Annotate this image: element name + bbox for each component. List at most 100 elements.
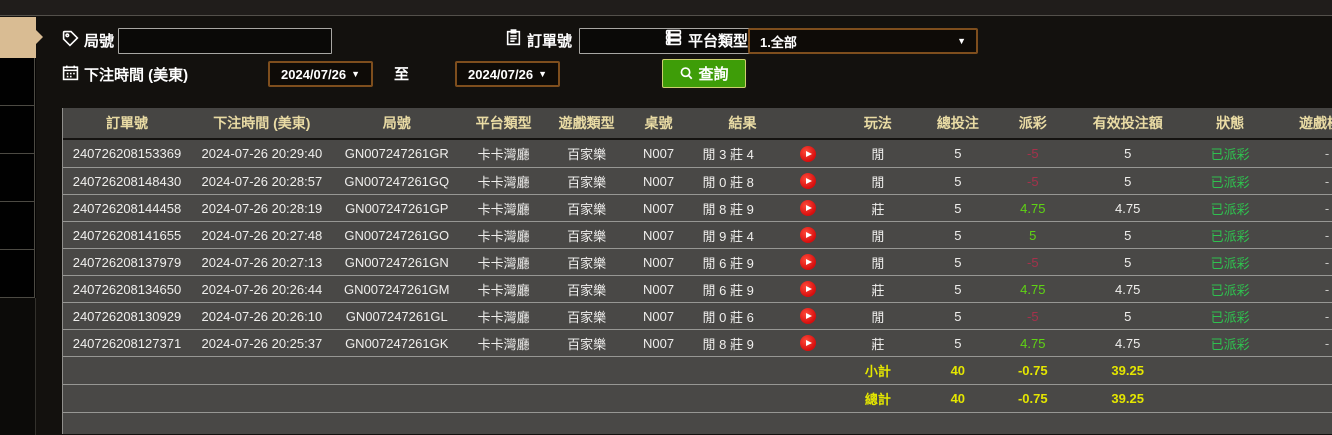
table-row: 240726208137979 2024-07-26 20:27:13 GN00… bbox=[63, 248, 1332, 275]
cell-total-bet: 5 bbox=[954, 227, 962, 243]
cell-valid-bet: 5 bbox=[1124, 173, 1132, 189]
cell-time: 2024-07-26 20:25:37 bbox=[201, 335, 323, 351]
play-icon[interactable] bbox=[800, 227, 817, 243]
date-from-select[interactable]: 2024/07/26 ▼ bbox=[268, 61, 373, 87]
cell-game-mode: - bbox=[1324, 254, 1330, 270]
col-header-total-bet: 總投注 bbox=[936, 115, 979, 131]
subtotal-valid-bet: 39.25 bbox=[1111, 363, 1144, 378]
cell-round: GN007247261GQ bbox=[344, 173, 450, 189]
cell-payout: -5 bbox=[1027, 146, 1039, 161]
cell-platform: 卡卡灣廳 bbox=[477, 174, 530, 190]
cell-order: 240726208141655 bbox=[72, 227, 182, 243]
cell-time: 2024-07-26 20:29:40 bbox=[201, 146, 323, 161]
cell-time: 2024-07-26 20:28:19 bbox=[201, 200, 323, 216]
cell-round: GN007247261GL bbox=[345, 308, 448, 324]
cell-valid-bet: 4.75 bbox=[1115, 200, 1141, 216]
cell-platform: 卡卡灣廳 bbox=[477, 336, 530, 352]
status-badge: 已派彩 bbox=[1210, 282, 1250, 298]
cell-play: 莊 bbox=[871, 201, 885, 217]
cell-play: 閒 bbox=[871, 147, 885, 162]
cell-valid-bet: 5 bbox=[1124, 308, 1132, 324]
sidebar-filler bbox=[0, 298, 36, 435]
result-text: 閒 8 莊 9 bbox=[702, 201, 754, 217]
play-icon[interactable] bbox=[800, 145, 817, 162]
cell-result: 閒 6 莊 9 bbox=[691, 253, 831, 272]
cell-platform: 卡卡灣廳 bbox=[477, 282, 530, 298]
col-header-result: 結果 bbox=[728, 115, 757, 131]
order-label: 訂單號 bbox=[527, 33, 573, 50]
bet-records-table: 訂單號 下注時間 (美東) 局號 平台類型 遊戲類型 桌號 結果 玩法 總投注 … bbox=[62, 108, 1332, 434]
table-row: 240726208141655 2024-07-26 20:27:48 GN00… bbox=[63, 221, 1332, 248]
round-input[interactable] bbox=[118, 28, 332, 54]
cell-play: 莊 bbox=[871, 282, 885, 298]
cell-round: GN007247261GR bbox=[344, 146, 449, 161]
cell-order: 240726208127371 bbox=[72, 335, 182, 351]
table-row: 240726208127371 2024-07-26 20:25:37 GN00… bbox=[63, 329, 1332, 356]
play-icon[interactable] bbox=[800, 173, 817, 189]
sidebar-active-tab[interactable] bbox=[0, 17, 43, 58]
cell-order: 240726208144458 bbox=[72, 200, 182, 216]
cell-valid-bet: 5 bbox=[1124, 227, 1132, 243]
cell-game: 百家樂 bbox=[567, 282, 607, 298]
result-text: 閒 9 莊 4 bbox=[702, 228, 754, 244]
result-text: 閒 6 莊 9 bbox=[702, 255, 754, 271]
table-row: 240726208130929 2024-07-26 20:26:10 GN00… bbox=[63, 302, 1332, 329]
cell-game-mode: - bbox=[1324, 281, 1330, 297]
cell-game: 百家樂 bbox=[567, 174, 607, 190]
top-bar bbox=[0, 0, 1332, 16]
total-payout: -0.75 bbox=[1017, 391, 1048, 406]
subtotal-row: 小計 40 -0.75 39.25 bbox=[63, 356, 1332, 384]
cell-total-bet: 5 bbox=[954, 200, 962, 216]
play-icon[interactable] bbox=[800, 335, 817, 351]
cell-valid-bet: 4.75 bbox=[1115, 281, 1141, 297]
cell-payout: 4.75 bbox=[1020, 281, 1046, 297]
cell-game-mode: - bbox=[1324, 200, 1330, 216]
result-text: 閒 6 莊 9 bbox=[702, 282, 754, 298]
col-header-play: 玩法 bbox=[863, 115, 892, 131]
sidebar-item[interactable] bbox=[0, 202, 35, 250]
cell-table-no: N007 bbox=[643, 173, 675, 189]
cell-result: 閒 0 莊 8 bbox=[691, 172, 831, 191]
col-header-round: 局號 bbox=[382, 115, 411, 131]
cell-table-no: N007 bbox=[643, 227, 675, 243]
status-badge: 已派彩 bbox=[1210, 336, 1250, 352]
to-label: 至 bbox=[394, 66, 410, 83]
table-header-row: 訂單號 下注時間 (美東) 局號 平台類型 遊戲類型 桌號 結果 玩法 總投注 … bbox=[63, 108, 1332, 140]
cell-payout: 4.75 bbox=[1020, 335, 1046, 351]
cell-platform: 卡卡灣廳 bbox=[477, 309, 530, 325]
result-text: 閒 0 莊 8 bbox=[702, 174, 754, 190]
cell-total-bet: 5 bbox=[954, 173, 962, 189]
cell-order: 240726208153369 bbox=[72, 146, 182, 161]
query-button[interactable]: 查詢 bbox=[662, 59, 746, 88]
cell-payout: -5 bbox=[1027, 308, 1039, 324]
play-icon[interactable] bbox=[800, 200, 817, 216]
total-row: 總計 40 -0.75 39.25 bbox=[63, 384, 1332, 412]
cell-table-no: N007 bbox=[643, 146, 675, 161]
cell-total-bet: 5 bbox=[954, 335, 962, 351]
sidebar-item[interactable] bbox=[0, 250, 35, 298]
sidebar-item[interactable] bbox=[0, 106, 35, 154]
platform-select[interactable]: 1.全部 ▼ bbox=[748, 28, 978, 54]
play-icon[interactable] bbox=[800, 254, 817, 270]
play-icon[interactable] bbox=[800, 308, 817, 324]
col-header-order: 訂單號 bbox=[105, 115, 148, 131]
cell-total-bet: 5 bbox=[954, 281, 962, 297]
cell-game-mode: - bbox=[1324, 146, 1330, 161]
play-icon[interactable] bbox=[800, 281, 817, 297]
status-badge: 已派彩 bbox=[1210, 174, 1250, 190]
cell-round: GN007247261GK bbox=[345, 335, 449, 351]
status-badge: 已派彩 bbox=[1210, 255, 1250, 271]
result-text: 閒 3 莊 4 bbox=[702, 147, 754, 162]
sidebar-item[interactable] bbox=[0, 58, 35, 106]
cell-round: GN007247261GN bbox=[344, 254, 449, 270]
cell-play: 閒 bbox=[871, 228, 885, 244]
col-header-time: 下注時間 (美東) bbox=[213, 115, 311, 131]
subtotal-total-bet: 40 bbox=[950, 363, 966, 378]
cell-result: 閒 9 莊 4 bbox=[691, 226, 831, 245]
cell-time: 2024-07-26 20:26:10 bbox=[201, 308, 323, 324]
cell-result: 閒 0 莊 6 bbox=[691, 307, 831, 326]
cell-valid-bet: 5 bbox=[1124, 146, 1132, 161]
date-to-select[interactable]: 2024/07/26 ▼ bbox=[455, 61, 560, 87]
sidebar-item[interactable] bbox=[0, 154, 35, 202]
cell-platform: 卡卡灣廳 bbox=[477, 201, 530, 217]
